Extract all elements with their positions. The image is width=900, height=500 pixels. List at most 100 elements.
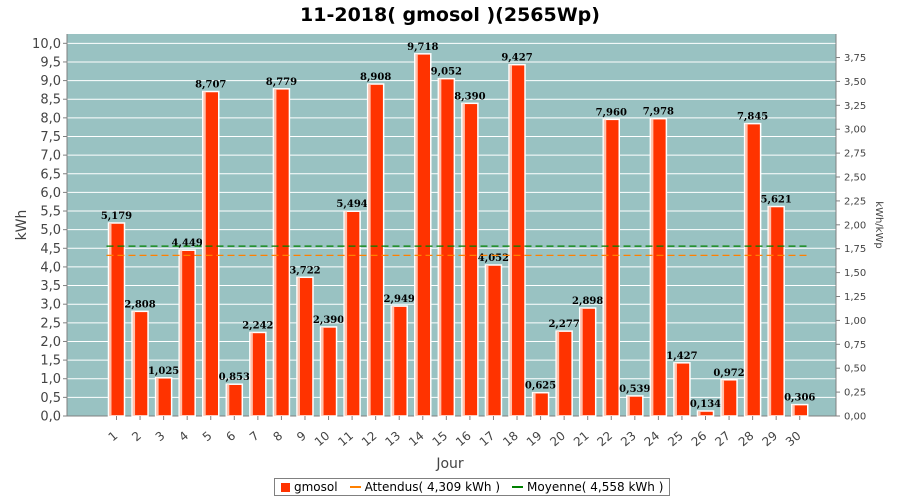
x-tick-label: 25 — [665, 429, 686, 450]
x-tick-label: 28 — [736, 429, 757, 450]
data-label-4: 4,449 — [172, 238, 203, 249]
x-tick-label: 10 — [312, 429, 333, 450]
x-tick-label: 23 — [618, 429, 639, 450]
y-tick-label: 3,0 — [40, 298, 61, 313]
x-tick-label: 5 — [200, 429, 215, 445]
data-label-28: 7,845 — [737, 112, 768, 123]
x-axis-title: Jour — [435, 456, 464, 472]
data-label-21: 2,898 — [572, 296, 603, 307]
data-label-5: 8,707 — [195, 80, 226, 91]
x-tick-label: 20 — [547, 429, 568, 450]
legend-line-moyenne — [512, 486, 524, 488]
y2-tick-label: 1,50 — [844, 268, 866, 279]
x-tick-label: 22 — [594, 429, 615, 450]
y2-tick-label: 2,50 — [844, 173, 866, 184]
y-tick-label: 1,5 — [40, 354, 61, 369]
data-label-19: 0,625 — [525, 381, 556, 392]
data-label-9: 3,722 — [289, 265, 320, 276]
y2-tick-label: 3,25 — [844, 101, 866, 112]
y-tick-label: 2,0 — [40, 335, 61, 350]
bar-highlight-27 — [721, 379, 725, 416]
bar-highlight-25 — [674, 362, 677, 416]
bar-highlight-8 — [273, 88, 277, 416]
y2-tick-label: 0,75 — [844, 340, 866, 351]
y2-tick-label: 2,00 — [844, 220, 866, 231]
bar-highlight-4 — [179, 250, 183, 416]
x-tick-label: 26 — [689, 429, 710, 450]
y-tick-label: 1,0 — [40, 372, 61, 387]
data-label-22: 7,960 — [596, 107, 627, 118]
x-tick-label: 29 — [759, 429, 780, 450]
x-tick-label: 11 — [335, 429, 356, 450]
chart-svg: 0,0 0,5 1,0 1,5 2,0 2,5 3,0 3,5 4,0 4,5 5,0 5,5 6,0 6… — [14, 34, 884, 472]
y-tick-label: 3,5 — [40, 279, 61, 294]
y2-tick-label: 1,75 — [844, 244, 866, 255]
bar-highlight-5 — [203, 91, 206, 416]
y-tick-label: 6,0 — [40, 186, 61, 201]
y-tick-label: 6,5 — [40, 167, 61, 182]
x-tick-label: 19 — [524, 429, 545, 450]
bar-highlight-7 — [250, 332, 253, 416]
bar-highlight-26 — [698, 411, 701, 416]
y-tick-label: 7,5 — [40, 130, 61, 145]
data-label-10: 2,390 — [313, 315, 344, 326]
data-label-29: 5,621 — [761, 195, 792, 206]
data-label-7: 2,242 — [242, 320, 273, 331]
bar-highlight-11 — [344, 211, 348, 416]
data-label-14: 9,718 — [407, 42, 438, 53]
x-tick-label: 9 — [294, 429, 309, 445]
bar-highlight-28 — [745, 123, 748, 416]
bar-highlight-9 — [297, 277, 300, 416]
data-label-23: 0,539 — [619, 384, 650, 395]
x-tick-label: 15 — [430, 429, 451, 450]
y-tick-label: 4,5 — [40, 242, 61, 257]
y-tick-label: 4,0 — [40, 260, 61, 275]
x-tick-label: 16 — [453, 429, 474, 450]
x-tick-label: 6 — [223, 429, 238, 445]
data-label-30: 0,306 — [784, 393, 815, 404]
bar-highlight-13 — [391, 306, 395, 416]
x-tick-label: 27 — [712, 429, 733, 450]
bar-highlight-12 — [368, 84, 371, 417]
x-tick-label: 21 — [571, 429, 592, 450]
y-tick-label: 5,0 — [40, 223, 61, 238]
legend-label-attendus: Attendus( 4,309 kWh ) — [364, 480, 501, 494]
bar-highlight-18 — [509, 64, 513, 416]
data-label-18: 9,427 — [501, 53, 532, 64]
x-tick-label: 12 — [359, 429, 380, 450]
bar-highlight-19 — [533, 392, 536, 416]
legend-item-gmosol: gmosol — [281, 480, 338, 494]
y2-tick-label: 1,25 — [844, 292, 866, 303]
y2-tick-label: 3,00 — [844, 125, 866, 136]
x-tick-label: 18 — [500, 429, 521, 450]
x-tick-label: 30 — [783, 429, 804, 450]
y2-tick-label: 3,50 — [844, 77, 866, 88]
bar-highlight-6 — [226, 384, 230, 416]
x-tick-label: 7 — [247, 429, 262, 445]
bar-highlight-15 — [438, 78, 442, 417]
bar-highlight-3 — [156, 377, 159, 416]
legend-item-attendus: Attendus( 4,309 kWh ) — [349, 480, 501, 494]
y2-tick-label: 2,75 — [844, 149, 866, 160]
data-label-12: 8,908 — [360, 72, 391, 83]
bar-highlight-2 — [132, 311, 136, 416]
chart-title: 11-2018( gmosol )(2565Wp) — [300, 4, 600, 26]
y2-tick-label: 0,25 — [844, 388, 866, 399]
data-label-25: 1,427 — [666, 351, 697, 362]
legend-swatch-gmosol — [281, 482, 290, 492]
x-tick-label: 17 — [477, 429, 498, 450]
data-label-13: 2,949 — [384, 294, 415, 305]
y2-tick-label: 0,50 — [844, 364, 866, 375]
bar-highlight-22 — [603, 119, 607, 416]
bar-highlight-14 — [415, 53, 418, 417]
bar-highlight-10 — [321, 326, 324, 416]
y-tick-label: 8,0 — [40, 111, 61, 126]
data-label-20: 2,277 — [548, 319, 579, 330]
y2-tick-label: 0,00 — [844, 412, 866, 423]
x-tick-label: 8 — [270, 429, 285, 445]
data-label-6: 0,853 — [219, 372, 250, 383]
legend-line-attendus — [349, 486, 361, 488]
x-tick-label: 14 — [406, 429, 427, 450]
y-tick-label: 10,0 — [32, 37, 61, 52]
